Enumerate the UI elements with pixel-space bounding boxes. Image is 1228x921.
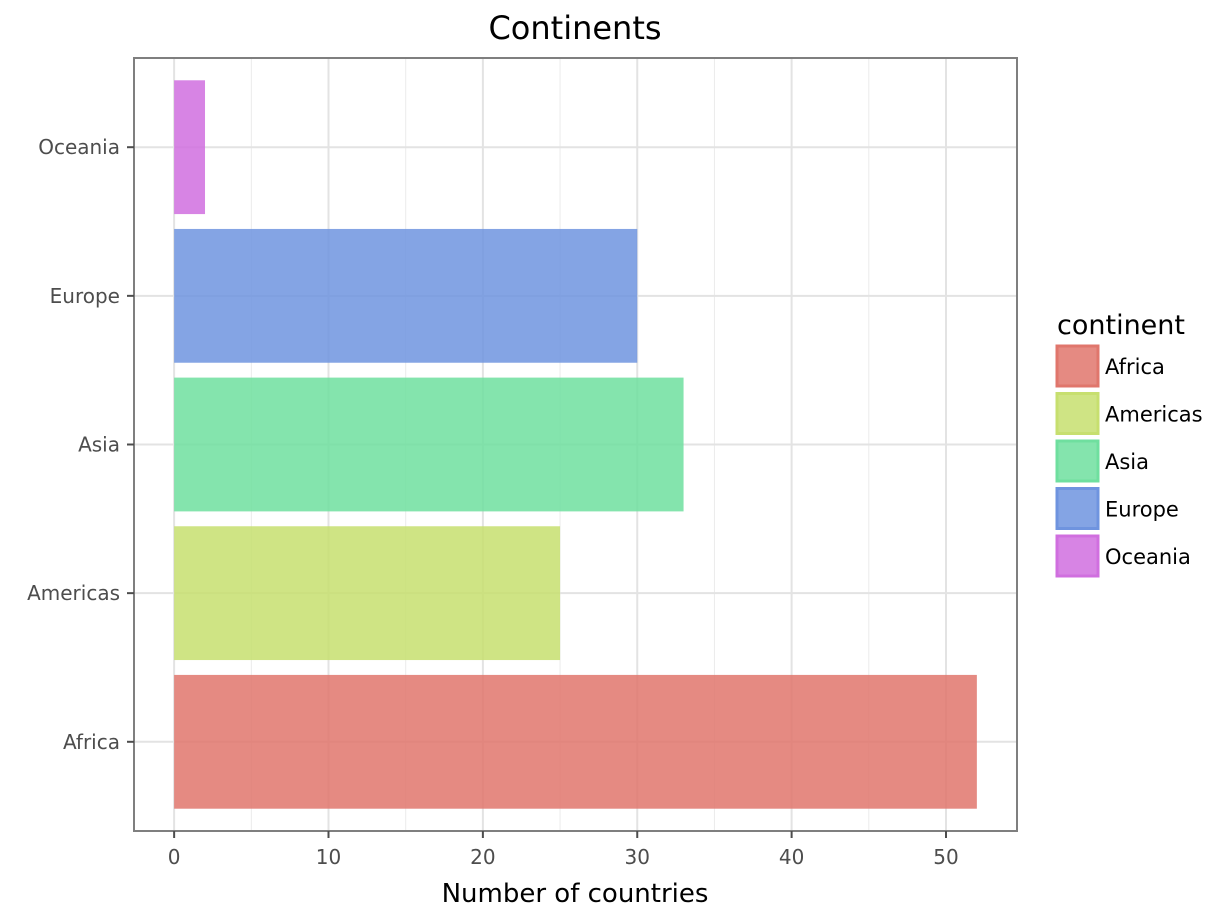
- x-axis-title: Number of countries: [442, 879, 709, 909]
- legend-key-asia: [1055, 439, 1100, 483]
- legend-title: continent: [1057, 310, 1185, 341]
- legend-key-europe: [1055, 487, 1100, 530]
- legend-label: Europe: [1105, 498, 1179, 522]
- legend-label: Africa: [1105, 355, 1165, 379]
- x-tick-label: 30: [625, 845, 650, 869]
- legend-label: Oceania: [1105, 545, 1191, 569]
- legend-key-africa: [1055, 344, 1100, 388]
- bar-oceania: [174, 80, 206, 215]
- legend-key-americas: [1055, 392, 1100, 435]
- legend: continent Africa Americas Asia Europe Oceani…: [1055, 310, 1203, 578]
- y-tick-label: Asia: [78, 433, 120, 457]
- y-tick-label: Oceania: [38, 135, 120, 159]
- x-axis: 0 10 20 30 40 50: [168, 831, 959, 869]
- x-tick-label: 10: [316, 845, 341, 869]
- y-tick-label: Africa: [63, 730, 120, 754]
- bar-asia: [174, 377, 684, 512]
- y-axis: Africa Americas Asia Europe Oceania: [27, 135, 134, 754]
- bar-africa: [174, 674, 977, 809]
- bars: [174, 80, 977, 809]
- legend-label: Americas: [1105, 403, 1203, 427]
- x-tick-label: 0: [168, 845, 181, 869]
- legend-key-oceania: [1055, 534, 1100, 578]
- legend-items: Africa Americas Asia Europe Oceania: [1055, 344, 1203, 578]
- x-tick-label: 50: [933, 845, 958, 869]
- y-tick-label: Americas: [27, 581, 120, 605]
- x-tick-label: 40: [779, 845, 804, 869]
- bar-europe: [174, 228, 638, 363]
- y-tick-label: Europe: [50, 284, 120, 308]
- chart-title: Continents: [488, 9, 661, 47]
- bar-americas: [174, 526, 561, 661]
- x-tick-label: 20: [470, 845, 495, 869]
- legend-label: Asia: [1105, 450, 1149, 474]
